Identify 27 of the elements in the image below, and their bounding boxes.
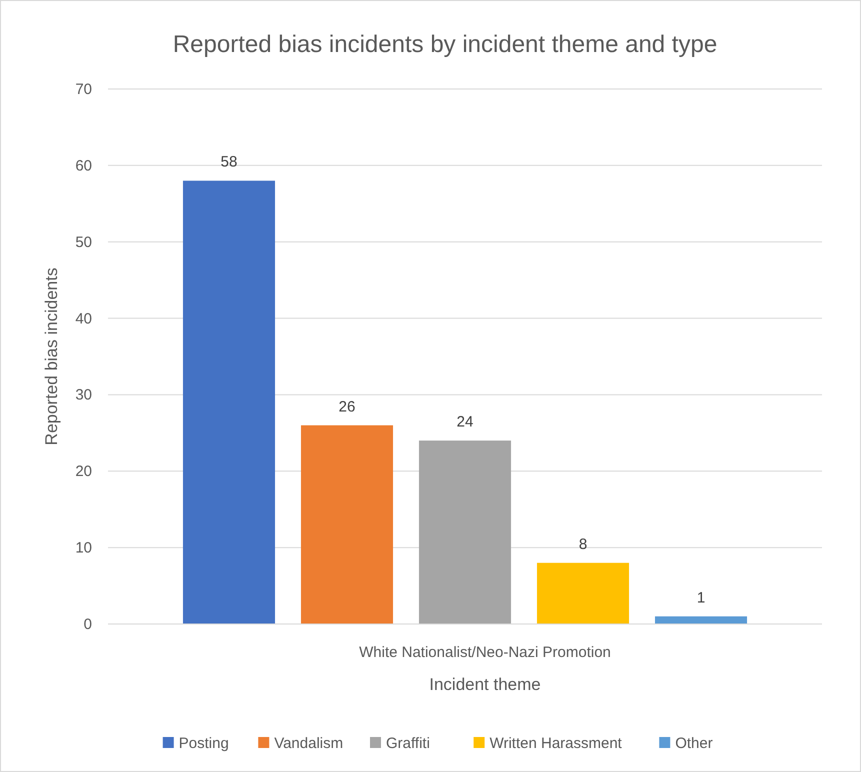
- data-label: 26: [338, 398, 356, 416]
- x-axis-title: Incident theme: [429, 675, 541, 694]
- bar: [300, 425, 394, 624]
- bar: [536, 562, 630, 624]
- legend-label: Posting: [178, 735, 229, 752]
- y-tick-label: 10: [75, 540, 92, 557]
- y-tick-label: 20: [75, 463, 92, 480]
- y-tick-label: 60: [75, 157, 92, 174]
- legend-label: Other: [675, 735, 713, 752]
- y-tick-label: 0: [84, 616, 92, 633]
- y-tick-label: 40: [75, 310, 92, 328]
- chart-title: Reported bias incidents by incident theme and type: [172, 31, 718, 58]
- x-tick-label: White Nationalist/Neo-Nazi Promotion: [359, 644, 611, 661]
- y-tick-label: 30: [75, 386, 92, 404]
- y-axis-title: Reported bias incidents: [42, 268, 61, 446]
- data-label: 8: [578, 536, 588, 553]
- bar: [182, 180, 276, 624]
- legend-label: Graffiti: [386, 735, 430, 752]
- y-tick-label: 70: [75, 81, 92, 98]
- bar: [418, 440, 512, 624]
- data-label: 58: [220, 154, 238, 171]
- bar: [654, 616, 748, 624]
- legend-label: Vandalism: [274, 735, 344, 752]
- data-label: 24: [456, 414, 474, 431]
- data-label: 1: [696, 589, 706, 606]
- legend-label: Written Harassment: [490, 735, 623, 752]
- y-tick-label: 50: [75, 234, 92, 251]
